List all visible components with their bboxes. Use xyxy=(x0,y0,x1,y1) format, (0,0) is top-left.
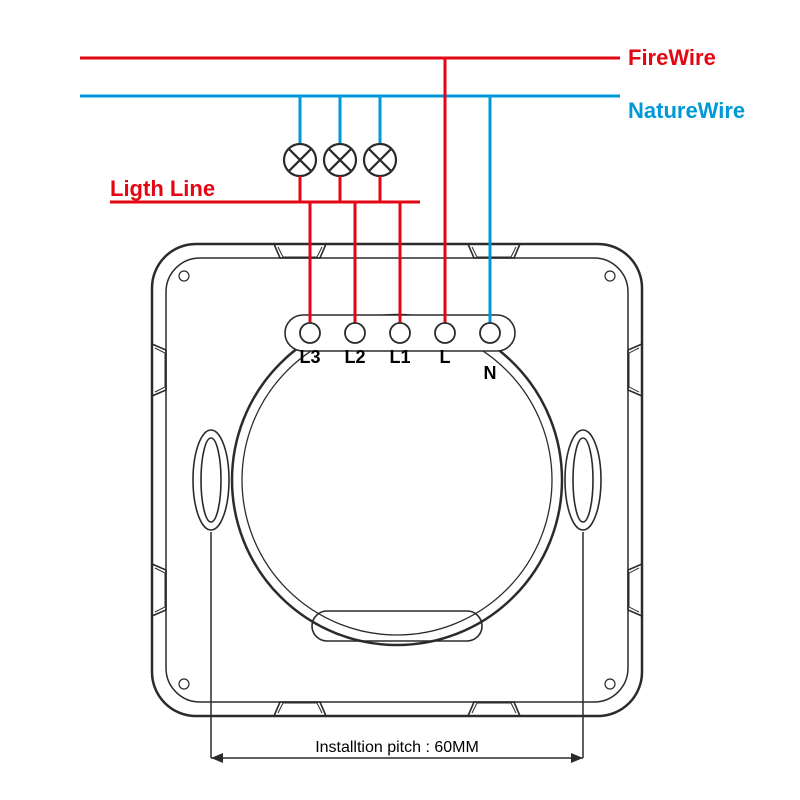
lightline-label: Ligth Line xyxy=(110,176,215,201)
terminal-label-L3: L3 xyxy=(299,347,320,367)
pitch-label: Installtion pitch : 60MM xyxy=(315,739,479,756)
terminal-L1 xyxy=(390,323,410,343)
dim-arrow-right xyxy=(571,753,583,763)
terminal-L xyxy=(435,323,455,343)
terminal-L2 xyxy=(345,323,365,343)
firewire-label: FireWire xyxy=(628,45,716,70)
terminal-label-L1: L1 xyxy=(389,347,410,367)
terminal-N xyxy=(480,323,500,343)
terminal-label-N: N xyxy=(484,363,497,383)
naturewire-label: NatureWire xyxy=(628,98,745,123)
terminal-label-L: L xyxy=(440,347,451,367)
terminal-L3 xyxy=(300,323,320,343)
dim-arrow-left xyxy=(211,753,223,763)
terminal-label-L2: L2 xyxy=(344,347,365,367)
wiring-diagram: FireWire NatureWire Ligth Line L3 L2 L1 L N Inst… xyxy=(0,0,800,800)
